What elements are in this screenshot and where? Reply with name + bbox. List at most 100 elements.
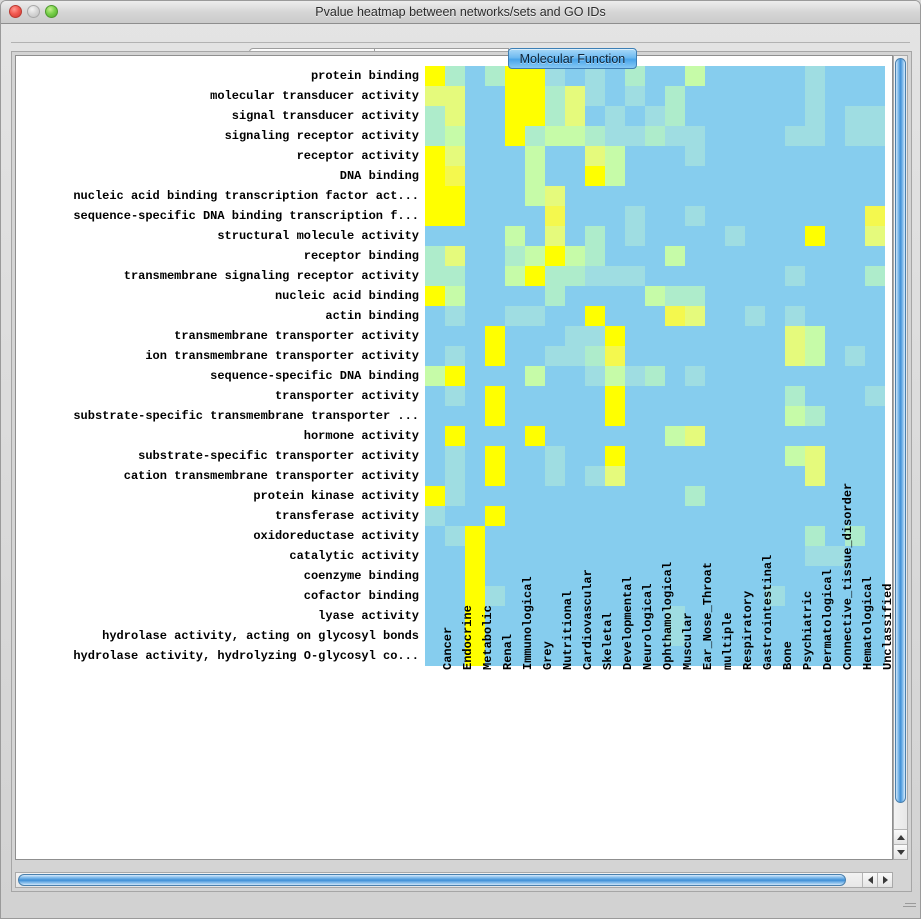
heatmap-cell[interactable] — [565, 226, 585, 246]
heatmap-cell[interactable] — [765, 306, 785, 326]
heatmap-cell[interactable] — [605, 526, 625, 546]
heatmap-cell[interactable] — [625, 546, 645, 566]
heatmap-cell[interactable] — [425, 146, 445, 166]
heatmap-cell[interactable] — [745, 426, 765, 446]
horizontal-scrollbar-thumb[interactable] — [18, 874, 846, 886]
heatmap-cell[interactable] — [865, 646, 885, 666]
heatmap-cell[interactable] — [425, 406, 445, 426]
heatmap-cell[interactable] — [705, 386, 725, 406]
heatmap-cell[interactable] — [545, 446, 565, 466]
heatmap-cell[interactable] — [425, 326, 445, 346]
heatmap-cell[interactable] — [425, 366, 445, 386]
heatmap-cell[interactable] — [505, 566, 525, 586]
heatmap-cell[interactable] — [465, 346, 485, 366]
heatmap-cell[interactable] — [645, 286, 665, 306]
heatmap-cell[interactable] — [665, 146, 685, 166]
heatmap-cell[interactable] — [825, 166, 845, 186]
heatmap-cell[interactable] — [705, 486, 725, 506]
heatmap-cell[interactable] — [425, 346, 445, 366]
heatmap-cell[interactable] — [445, 246, 465, 266]
vertical-scrollbar-thumb[interactable] — [895, 58, 906, 803]
heatmap-cell[interactable] — [865, 106, 885, 126]
heatmap-cell[interactable] — [805, 606, 825, 626]
heatmap-cell[interactable] — [805, 266, 825, 286]
heatmap-cell[interactable] — [525, 426, 545, 446]
heatmap-cell[interactable] — [525, 466, 545, 486]
heatmap-cell[interactable] — [465, 226, 485, 246]
heatmap-cell[interactable] — [625, 166, 645, 186]
heatmap-cell[interactable] — [765, 146, 785, 166]
heatmap-cell[interactable] — [865, 186, 885, 206]
heatmap-cell[interactable] — [765, 586, 785, 606]
heatmap-cell[interactable] — [745, 326, 765, 346]
heatmap-cell[interactable] — [485, 646, 505, 666]
heatmap-cell[interactable] — [525, 486, 545, 506]
heatmap-cell[interactable] — [445, 166, 465, 186]
heatmap-cell[interactable] — [705, 226, 725, 246]
heatmap-cell[interactable] — [765, 186, 785, 206]
heatmap-cell[interactable] — [445, 206, 465, 226]
heatmap-cell[interactable] — [705, 566, 725, 586]
heatmap-cell[interactable] — [505, 386, 525, 406]
heatmap-cell[interactable] — [585, 646, 605, 666]
heatmap-cell[interactable] — [605, 426, 625, 446]
heatmap-cell[interactable] — [605, 226, 625, 246]
heatmap-cell[interactable] — [765, 546, 785, 566]
heatmap-cell[interactable] — [745, 86, 765, 106]
heatmap-cell[interactable] — [605, 386, 625, 406]
heatmap-cell[interactable] — [865, 426, 885, 446]
heatmap-cell[interactable] — [605, 206, 625, 226]
heatmap-cell[interactable] — [565, 386, 585, 406]
heatmap-cell[interactable] — [445, 566, 465, 586]
heatmap-cell[interactable] — [585, 506, 605, 526]
heatmap-cell[interactable] — [585, 426, 605, 446]
heatmap-cell[interactable] — [805, 126, 825, 146]
heatmap-cell[interactable] — [845, 586, 865, 606]
heatmap-cell[interactable] — [805, 286, 825, 306]
heatmap-cell[interactable] — [865, 606, 885, 626]
heatmap-cell[interactable] — [505, 446, 525, 466]
heatmap-cell[interactable] — [685, 246, 705, 266]
heatmap-cell[interactable] — [765, 646, 785, 666]
heatmap-cell[interactable] — [485, 326, 505, 346]
heatmap-cell[interactable] — [645, 66, 665, 86]
heatmap-cell[interactable] — [805, 66, 825, 86]
heatmap-cell[interactable] — [645, 86, 665, 106]
heatmap-cell[interactable] — [805, 246, 825, 266]
heatmap-cell[interactable] — [605, 346, 625, 366]
heatmap-cell[interactable] — [725, 646, 745, 666]
heatmap-cell[interactable] — [605, 506, 625, 526]
heatmap-cell[interactable] — [485, 546, 505, 566]
heatmap-cell[interactable] — [445, 586, 465, 606]
heatmap-cell[interactable] — [685, 566, 705, 586]
heatmap-cell[interactable] — [765, 446, 785, 466]
heatmap-cell[interactable] — [585, 626, 605, 646]
heatmap-cell[interactable] — [465, 606, 485, 626]
heatmap-cell[interactable] — [845, 446, 865, 466]
heatmap-cell[interactable] — [825, 86, 845, 106]
heatmap-cell[interactable] — [805, 566, 825, 586]
heatmap-cell[interactable] — [705, 626, 725, 646]
heatmap-cell[interactable] — [425, 546, 445, 566]
heatmap-cell[interactable] — [485, 206, 505, 226]
heatmap-cell[interactable] — [785, 346, 805, 366]
heatmap-cell[interactable] — [585, 486, 605, 506]
heatmap-cell[interactable] — [685, 66, 705, 86]
heatmap-cell[interactable] — [765, 466, 785, 486]
heatmap-cell[interactable] — [545, 286, 565, 306]
heatmap-cell[interactable] — [865, 446, 885, 466]
heatmap-cell[interactable] — [485, 386, 505, 406]
heatmap-cell[interactable] — [665, 66, 685, 86]
heatmap-cell[interactable] — [745, 266, 765, 286]
heatmap-cell[interactable] — [625, 226, 645, 246]
heatmap-cell[interactable] — [805, 466, 825, 486]
heatmap-cell[interactable] — [645, 566, 665, 586]
heatmap-cell[interactable] — [585, 526, 605, 546]
heatmap-cell[interactable] — [685, 146, 705, 166]
heatmap-cell[interactable] — [545, 386, 565, 406]
heatmap-cell[interactable] — [605, 486, 625, 506]
heatmap-cell[interactable] — [705, 86, 725, 106]
heatmap-cell[interactable] — [425, 266, 445, 286]
heatmap-cell[interactable] — [745, 606, 765, 626]
heatmap-cell[interactable] — [745, 526, 765, 546]
